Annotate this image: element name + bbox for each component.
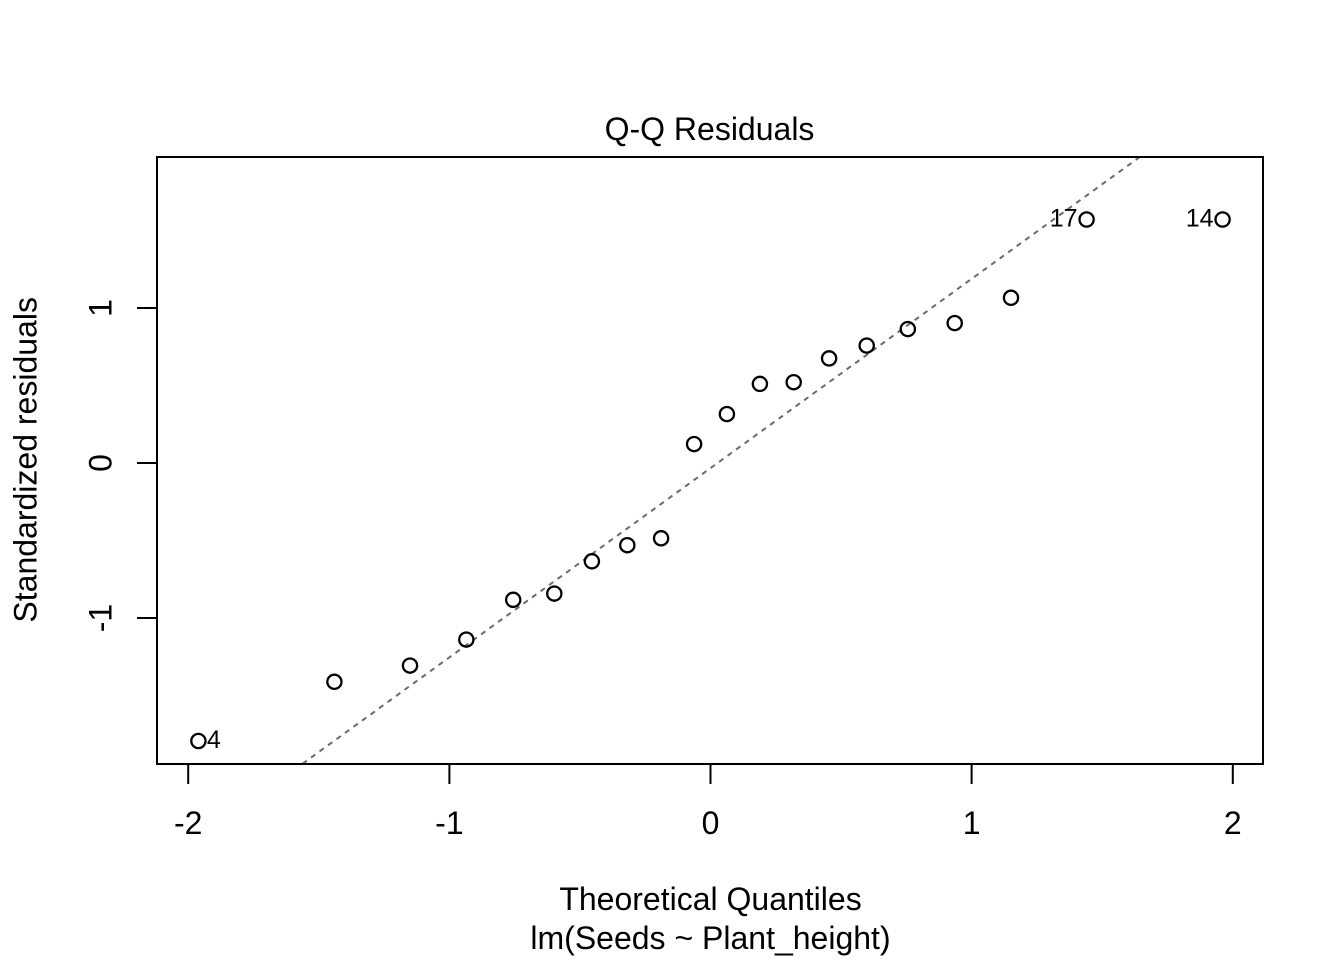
svg-text:0: 0: [702, 805, 720, 841]
svg-text:Standardized residuals: Standardized residuals: [8, 297, 44, 623]
svg-text:1: 1: [963, 805, 981, 841]
svg-text:-2: -2: [174, 805, 202, 841]
svg-text:1: 1: [83, 299, 119, 317]
svg-text:14: 14: [1186, 205, 1214, 233]
svg-text:17: 17: [1050, 205, 1078, 233]
svg-text:Q-Q Residuals: Q-Q Residuals: [605, 111, 815, 147]
svg-text:-1: -1: [435, 805, 463, 841]
svg-text:Theoretical Quantiles: Theoretical Quantiles: [559, 881, 861, 917]
svg-text:2: 2: [1224, 805, 1242, 841]
svg-text:4: 4: [207, 726, 221, 754]
svg-text:lm(Seeds ~ Plant_height): lm(Seeds ~ Plant_height): [530, 920, 890, 956]
svg-text:-1: -1: [83, 604, 119, 632]
svg-text:0: 0: [83, 454, 119, 472]
